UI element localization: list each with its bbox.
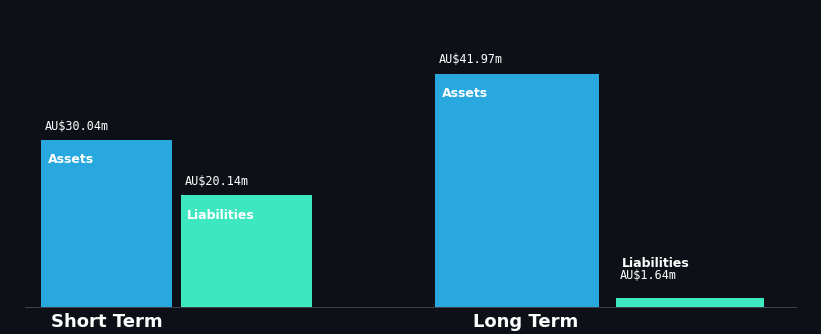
Text: AU$30.04m: AU$30.04m <box>45 120 109 133</box>
Bar <box>181 195 312 307</box>
Text: Long Term: Long Term <box>473 313 578 331</box>
Text: Liabilities: Liabilities <box>622 257 690 270</box>
Text: AU$41.97m: AU$41.97m <box>439 53 503 66</box>
Text: Assets: Assets <box>442 87 488 100</box>
Bar <box>616 298 764 307</box>
Text: AU$20.14m: AU$20.14m <box>185 175 249 188</box>
Text: Liabilities: Liabilities <box>187 208 255 221</box>
Text: Short Term: Short Term <box>51 313 163 331</box>
Bar <box>435 73 599 307</box>
Text: AU$1.64m: AU$1.64m <box>620 269 677 282</box>
Text: Assets: Assets <box>48 153 94 166</box>
Bar <box>41 140 172 307</box>
